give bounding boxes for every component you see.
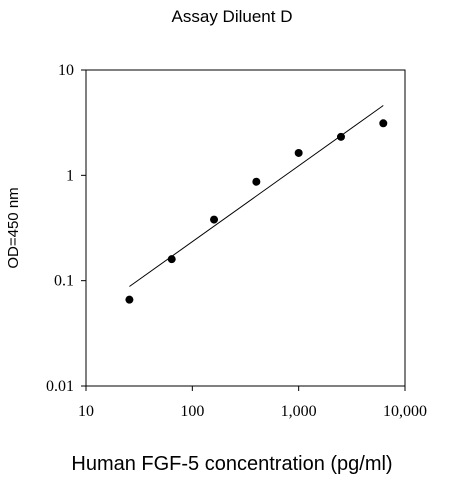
y-tick-label: 0.1 [54,273,74,290]
data-points [125,119,388,304]
fit-line [129,105,384,287]
data-point [125,295,134,304]
y-axis: 0.01 0.1 1 10 [46,62,86,395]
x-axis-label: Human FGF-5 concentration (pg/ml) [71,453,392,475]
fit-line-layer [129,105,384,287]
chart-title: Assay Diluent D [172,7,293,26]
y-tick-label: 1 [66,167,74,184]
data-point [336,132,345,141]
x-tick-label: 10 [78,403,94,420]
data-point [167,255,176,264]
y-tick-label: 0.01 [46,378,74,395]
data-point [294,148,303,157]
data-point [210,215,219,224]
plot-frame [85,69,406,387]
x-axis: 10 100 1,000 10,000 [78,386,427,420]
x-tick-label: 1,000 [281,403,317,420]
data-point [379,119,388,128]
x-tick-label: 10,000 [383,403,427,420]
x-tick-label: 100 [180,403,204,420]
y-tick-label: 10 [58,62,74,79]
y-axis-label: OD=450 nm [5,187,22,268]
data-point [252,177,261,186]
